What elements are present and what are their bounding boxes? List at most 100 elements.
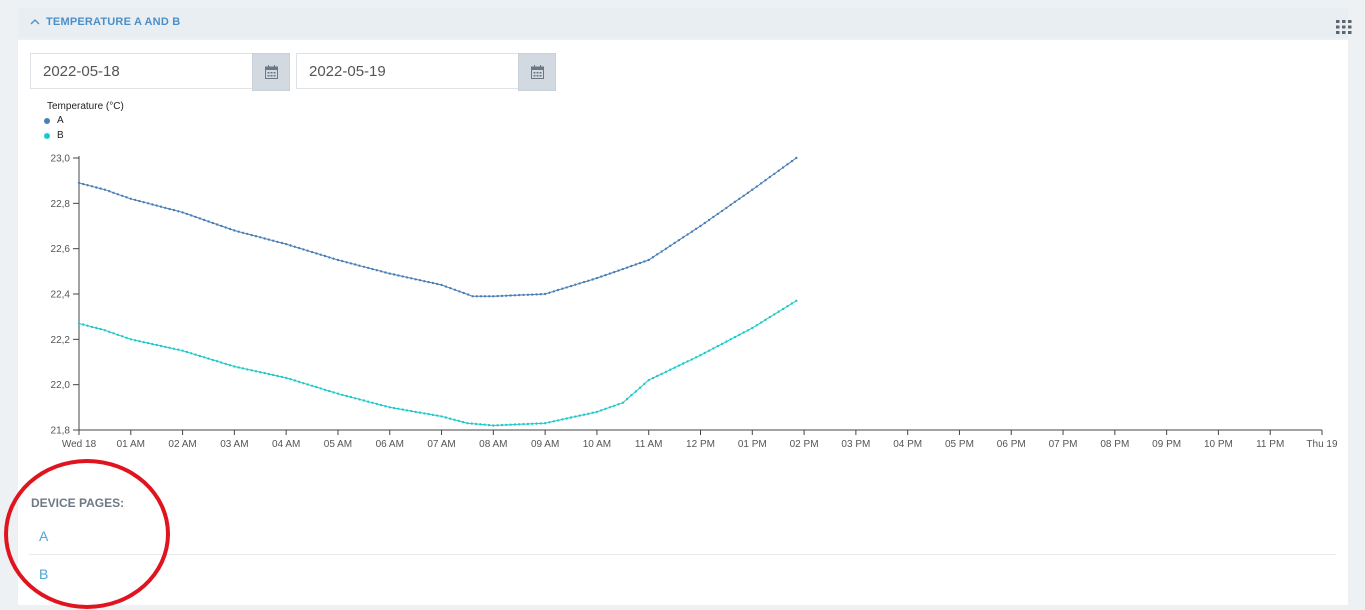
data-point-a [354,263,357,266]
data-point-b [215,360,219,363]
data-point-b [686,360,689,363]
data-point-a [233,229,236,232]
data-point-a [471,295,474,298]
data-point-a [237,230,240,233]
data-point-b [155,343,158,347]
data-point-a [112,191,115,194]
data-point-b [138,340,141,343]
x-tick-label: 06 AM [376,439,404,450]
legend-title: Temperature (°C) [47,101,124,112]
data-point-b [479,423,482,426]
data-point-a [707,218,711,222]
data-point-a [699,224,702,228]
start-date-input[interactable] [30,53,252,89]
chevron-up-icon [30,19,40,25]
data-point-b [773,313,776,316]
data-point-b [669,368,672,371]
calendar-icon [264,65,278,79]
data-point-a [323,254,327,258]
data-point-a [384,271,387,274]
data-point-b [112,332,115,335]
data-point-b [168,346,171,349]
panel-collapse-toggle[interactable]: TEMPERATURE A AND B [30,16,180,28]
x-tick-label: 03 PM [841,439,870,450]
data-point-a [565,286,568,289]
data-point-a [509,294,512,297]
data-point-a [215,223,219,226]
data-point-b [768,315,772,319]
data-point-b [781,307,785,311]
data-point-a [795,156,798,160]
data-point-a [673,241,676,245]
data-point-b [82,323,85,326]
data-point-a [375,269,378,272]
panel-body [18,40,1348,605]
data-point-b [414,410,417,414]
x-tick-label: 02 PM [790,439,819,450]
legend-item-a[interactable]: A [44,115,64,126]
end-date-input[interactable] [296,53,518,89]
data-point-a [125,196,128,199]
data-point-b [604,407,607,410]
data-point-a [660,250,663,253]
data-point-a [254,235,258,238]
data-point-b [285,376,288,380]
data-point-b [194,353,197,356]
grid-menu-icon[interactable] [1336,20,1352,34]
data-point-a [518,293,521,297]
end-calendar-button[interactable] [518,53,556,91]
data-point-b [427,412,430,416]
data-point-b [267,372,271,376]
data-point-a [595,276,599,280]
data-point-b [695,356,698,359]
data-point-a [630,264,633,268]
data-point-b [617,403,620,406]
x-tick-label: 02 AM [168,439,196,450]
data-point-a [777,169,780,172]
data-point-a [535,293,538,296]
data-point-a [367,266,370,270]
data-point-a [621,267,624,271]
data-point-a [211,221,214,225]
data-point-a [582,280,586,284]
device-link-b[interactable]: B [39,566,49,582]
data-point-b [436,414,439,417]
data-point-a [401,275,404,278]
data-point-a [246,232,249,236]
device-pages-title: DEVICE PAGES: [31,496,125,510]
data-point-a [228,227,232,231]
data-point-a [164,206,167,210]
data-point-b [392,406,396,410]
data-point-a [103,188,107,191]
data-point-b [531,422,534,425]
data-point-a [392,273,396,276]
data-point-b [405,409,409,412]
data-point-a [625,266,629,269]
data-point-b [461,420,465,424]
data-point-b [786,305,789,308]
data-point-b [431,413,435,417]
data-point-a [526,293,530,296]
data-point-b [487,423,491,427]
data-point-b [418,411,422,414]
x-tick-label: 08 PM [1100,439,1129,450]
data-point-a [574,283,577,286]
data-point-a [522,293,525,297]
data-point-a [548,291,551,294]
data-point-b [699,354,702,357]
legend-item-b[interactable]: B [44,130,64,141]
x-tick-label: 11 AM [635,439,663,450]
data-point-b [125,336,128,339]
data-point-b [246,368,249,371]
data-point-b [349,395,353,399]
start-calendar-button[interactable] [252,53,290,91]
data-point-a [436,282,439,286]
data-point-b [354,397,357,400]
data-point-a [418,279,422,282]
data-point-a [341,259,344,263]
x-tick-label: 08 AM [479,439,507,450]
device-link-a[interactable]: A [29,518,1336,555]
data-point-b [651,376,655,380]
data-point-a [458,290,461,293]
data-point-b [470,422,473,425]
